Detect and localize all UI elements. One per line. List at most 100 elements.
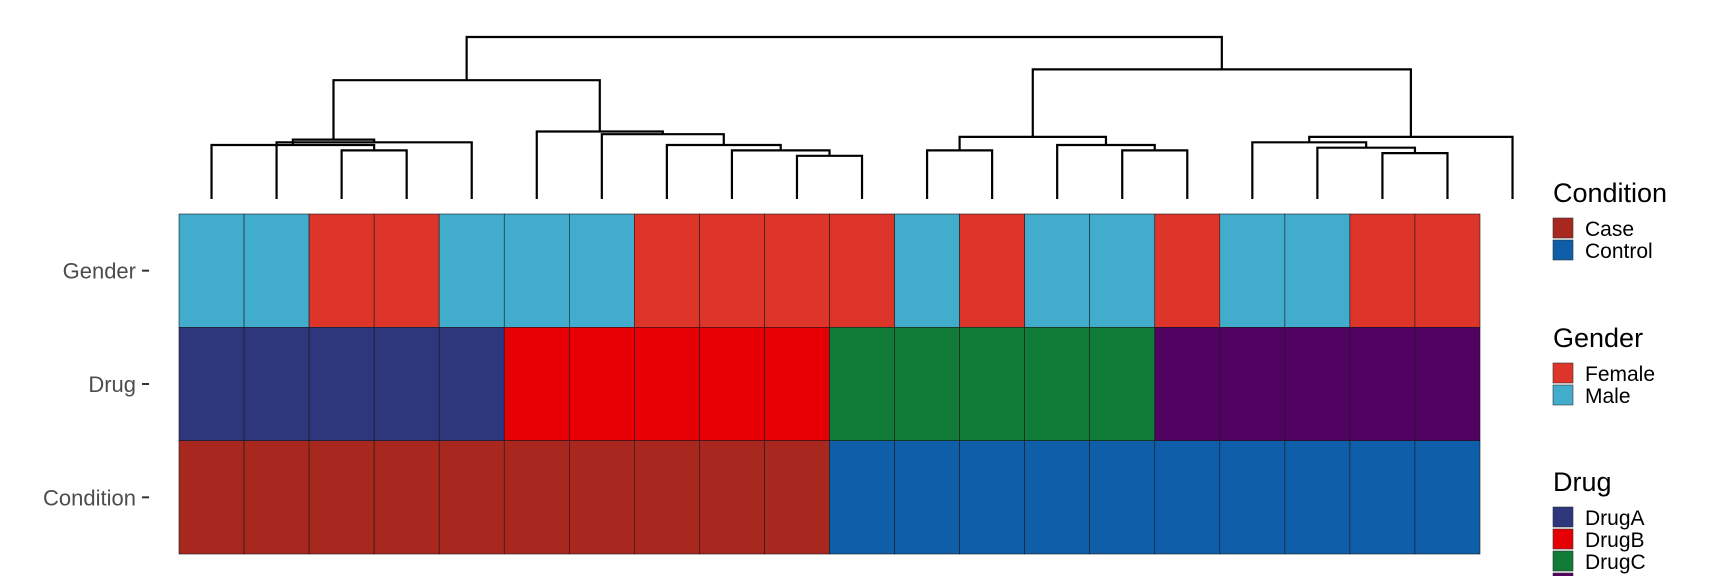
heatmap-cell-drug-5 — [438, 327, 505, 441]
legend-key-control — [1552, 239, 1574, 261]
legend-label-case: Case — [1585, 218, 1634, 241]
heatmap-cell-drug-2 — [243, 327, 310, 441]
heatmap-cell-condition-12 — [894, 440, 960, 555]
heatmap-cell-drug-15 — [1089, 327, 1156, 441]
heatmap-cell-condition-18 — [1284, 440, 1351, 555]
dendrogram-link-19 — [1031, 68, 1412, 137]
heatmap-cell-gender-18 — [1284, 213, 1351, 328]
dendrogram-link-5 — [795, 154, 864, 199]
heatmap-cell-gender-15 — [1089, 213, 1156, 328]
row-label-drug: Drug — [88, 372, 136, 397]
heatmap-cell-drug-20 — [1414, 327, 1481, 441]
heatmap-cell-drug-12 — [894, 327, 960, 441]
heatmap-cell-condition-6 — [503, 440, 570, 555]
dendrogram-link-9 — [535, 130, 664, 199]
heatmap-cell-condition-9 — [699, 440, 765, 555]
heatmap-cell-drug-8 — [634, 327, 700, 441]
heatmap-cell-gender-5 — [438, 213, 505, 328]
heatmap-cell-drug-7 — [568, 327, 635, 441]
heatmap-cell-drug-11 — [829, 327, 895, 441]
heatmap-tiles — [178, 213, 1481, 555]
heatmap-cell-condition-16 — [1154, 440, 1221, 555]
heatmap-cell-condition-15 — [1089, 440, 1156, 555]
legend-label-female: Female — [1585, 363, 1655, 386]
heatmap-cell-gender-3 — [308, 213, 375, 328]
legend-label-control: Control — [1585, 240, 1653, 263]
dendrogram-link-18 — [1308, 135, 1514, 199]
dendrogram-link-13 — [1056, 143, 1156, 199]
heatmap-cell-condition-10 — [764, 440, 830, 555]
heatmap-cell-gender-8 — [634, 213, 700, 328]
heatmap-cell-gender-17 — [1219, 213, 1286, 328]
legend-key-female — [1552, 362, 1574, 384]
row-labels: Gender Drug Condition — [43, 259, 149, 510]
dendrogram-link-16 — [1316, 146, 1417, 199]
dendrogram-link-14 — [958, 135, 1108, 151]
dendrogram-link-15 — [1381, 152, 1449, 199]
heatmap-cell-condition-1 — [178, 440, 245, 555]
row-label-gender: Gender — [63, 259, 136, 284]
heatmap-cell-condition-8 — [634, 440, 700, 555]
heatmap-cell-gender-16 — [1154, 213, 1221, 328]
dendrogram-link-20 — [465, 35, 1223, 81]
heatmap-cell-condition-13 — [959, 440, 1025, 555]
heatmap-cell-drug-13 — [959, 327, 1025, 441]
dendrogram-link-7 — [665, 143, 782, 199]
legend-key-drugd — [1552, 572, 1574, 576]
heatmap-cell-drug-18 — [1284, 327, 1351, 441]
heatmap-cell-condition-11 — [829, 440, 895, 555]
heatmap-cell-gender-14 — [1024, 213, 1091, 328]
heatmap-cell-gender-1 — [178, 213, 245, 328]
legend-key-drugc — [1552, 550, 1574, 572]
heatmap-cell-drug-3 — [308, 327, 375, 441]
dendrogram-link-11 — [925, 149, 994, 199]
heatmap-cell-condition-14 — [1024, 440, 1091, 555]
heatmap-cell-drug-1 — [178, 327, 245, 441]
heatmap-cell-drug-4 — [373, 327, 440, 441]
legend-key-drugb — [1552, 528, 1574, 550]
heatmap-cell-drug-9 — [699, 327, 765, 441]
legend-key-druga — [1552, 506, 1574, 528]
heatmap-cell-condition-4 — [373, 440, 440, 555]
heatmap-cell-drug-10 — [764, 327, 830, 441]
dendrogram-link-17 — [1251, 141, 1368, 199]
legend-title-gender: Gender — [1553, 323, 1643, 353]
heatmap-cell-condition-20 — [1414, 440, 1481, 555]
heatmap-cell-gender-4 — [373, 213, 440, 328]
heatmap-cell-gender-10 — [764, 213, 830, 328]
heatmap-cell-drug-14 — [1024, 327, 1091, 441]
heatmap-cell-gender-2 — [243, 213, 310, 328]
heatmap-cell-drug-17 — [1219, 327, 1286, 441]
heatmap-cell-gender-13 — [959, 213, 1025, 328]
dendrogram-link-6 — [730, 149, 831, 199]
heatmap-cell-drug-19 — [1349, 327, 1416, 441]
heatmap-cell-drug-6 — [503, 327, 570, 441]
heatmap-cell-condition-2 — [243, 440, 310, 555]
legend-title-drug: Drug — [1553, 467, 1612, 497]
heatmap-cell-gender-20 — [1414, 213, 1481, 328]
legend-title-condition: Condition — [1553, 178, 1667, 208]
legend-label-drugb: DrugB — [1585, 529, 1645, 552]
heatmap-cell-gender-12 — [894, 213, 960, 328]
heatmap-cell-condition-7 — [568, 440, 635, 555]
heatmap-cell-gender-6 — [503, 213, 570, 328]
legend-key-male — [1552, 384, 1574, 406]
dendrogram-link-1 — [340, 149, 408, 199]
dendrogram-link-2 — [210, 143, 376, 199]
dendrogram-link-12 — [1121, 149, 1189, 199]
heatmap-cell-gender-11 — [829, 213, 895, 328]
heatmap-cell-condition-5 — [438, 440, 505, 555]
heatmap-cell-gender-9 — [699, 213, 765, 328]
heatmap-cell-gender-7 — [568, 213, 635, 328]
legend-key-case — [1552, 217, 1574, 239]
row-label-condition: Condition — [43, 485, 136, 510]
heatmap-cell-condition-19 — [1349, 440, 1416, 555]
heatmap-cell-drug-16 — [1154, 327, 1221, 441]
legend-label-drugc: DrugC — [1585, 551, 1646, 574]
heatmap-cell-condition-3 — [308, 440, 375, 555]
legend-label-male: Male — [1585, 385, 1631, 408]
column-dendrogram — [210, 35, 1514, 199]
